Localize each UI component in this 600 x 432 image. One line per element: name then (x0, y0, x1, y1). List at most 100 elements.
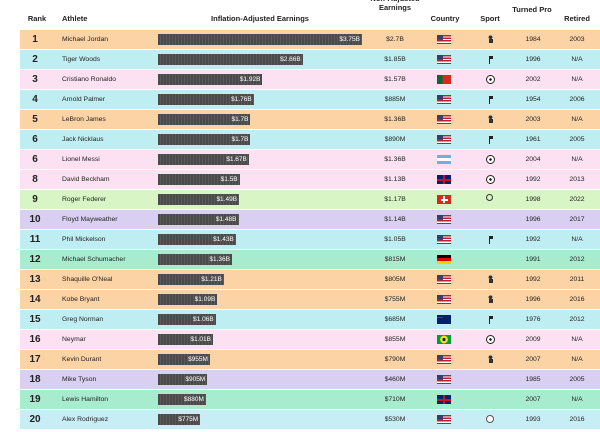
earnings-label: $775M (178, 416, 199, 423)
table-row: 16 Neymar $1.01B $855M 2009 N/A (20, 330, 600, 349)
table-row: 19 Lewis Hamilton $880M $710M 2007 N/A (20, 390, 600, 409)
non-adjusted-earnings: $685M (384, 316, 406, 323)
sport-icon (486, 415, 494, 423)
earnings-bar: $1.92B (158, 74, 263, 85)
turned-pro: 2009 (525, 336, 541, 343)
retired: 2011 (569, 276, 585, 283)
turned-pro: 2003 (525, 116, 541, 123)
earnings-bar: $2.66B (158, 54, 303, 65)
athlete-name: Cristiano Ronaldo (62, 76, 117, 83)
country-flag (437, 75, 451, 84)
table-row: 6 Lionel Messi $1.67B $1.36B 2004 N/A (20, 150, 600, 169)
turned-pro: 2007 (525, 356, 541, 363)
non-adjusted-earnings: $790M (384, 356, 406, 363)
sport-icon (486, 355, 495, 364)
earnings-label: $1.7B (231, 136, 249, 143)
country-flag (437, 135, 451, 144)
sport-icon (486, 95, 495, 104)
country-flag (437, 375, 451, 384)
turned-pro: 1996 (525, 216, 541, 223)
country-flag (437, 315, 451, 324)
rank: 17 (29, 354, 41, 365)
non-adjusted-earnings: $755M (384, 296, 406, 303)
turned-pro: 1985 (525, 376, 541, 383)
retired: 2012 (569, 316, 585, 323)
athlete-name: Michael Schumacher (62, 256, 126, 263)
athlete-name: Lionel Messi (62, 156, 100, 163)
rank: 10 (29, 214, 41, 225)
non-adjusted-earnings: $1.85B (384, 56, 406, 63)
retired: 2017 (569, 216, 585, 223)
earnings-label: $1.48B (215, 216, 237, 223)
non-adjusted-earnings: $2.7B (386, 36, 404, 43)
turned-pro: 1976 (525, 316, 541, 323)
retired: 2012 (569, 256, 585, 263)
earnings-bar: $1.36B (158, 254, 232, 265)
rank: 12 (29, 254, 41, 265)
country-flag (437, 295, 451, 304)
earnings-bar: $1.09B (158, 294, 218, 305)
turned-pro: 1996 (525, 56, 541, 63)
earnings-label: $1.92B (239, 76, 261, 83)
earnings-bar: $1.01B (158, 334, 213, 345)
earnings-label: $905M (185, 376, 206, 383)
turned-pro: 1998 (525, 196, 541, 203)
turned-pro: 1991 (525, 256, 541, 263)
retired: 2013 (569, 176, 585, 183)
table-row: 4 Arnold Palmer $1.76B $885M 1954 2006 (20, 90, 600, 109)
athlete-name: Jack Nicklaus (62, 136, 104, 143)
turned-pro: 2002 (525, 76, 541, 83)
non-adjusted-earnings: $885M (384, 96, 406, 103)
country-flag (437, 275, 451, 284)
retired: N/A (571, 356, 583, 363)
rank: 9 (32, 194, 38, 205)
earnings-bar: $1.7B (158, 114, 251, 125)
turned-pro: 1954 (525, 96, 541, 103)
athlete-name: Shaquille O'Neal (62, 276, 113, 283)
sport-icon (486, 295, 495, 304)
earnings-label: $955M (188, 356, 208, 363)
athlete-name: Mike Tyson (62, 376, 97, 383)
table-row: 15 Greg Norman $1.06B $685M 1976 2012 (20, 310, 600, 329)
retired: N/A (571, 56, 583, 63)
earnings-label: $1.06B (193, 316, 214, 323)
rank: 20 (29, 414, 41, 425)
retired: N/A (571, 76, 583, 83)
sport-icon (486, 155, 495, 164)
non-adjusted-earnings: $530M (384, 416, 406, 423)
sport-icon (486, 35, 495, 44)
country-flag (437, 95, 451, 104)
athlete-name: David Beckham (62, 176, 110, 183)
table-row: 8 David Beckham $1.5B $1.13B 1992 2013 (20, 170, 600, 189)
rank: 1 (32, 34, 38, 45)
retired: N/A (571, 116, 583, 123)
country-flag (437, 115, 451, 124)
country-flag (437, 415, 451, 424)
sport-icon (486, 275, 495, 284)
rank: 19 (29, 394, 41, 405)
country-flag (437, 355, 451, 364)
earnings-label: $1.67B (226, 156, 247, 163)
athlete-name: Alex Rodriguez (62, 416, 109, 423)
rank: 16 (29, 334, 41, 345)
non-adjusted-earnings: $1.14B (384, 216, 406, 223)
country-flag (437, 255, 451, 264)
earnings-label: $1.49B (216, 196, 238, 203)
earnings-label: $1.43B (213, 236, 234, 243)
sport-icon (486, 115, 495, 124)
rank: 15 (29, 314, 41, 325)
earnings-bar: $955M (158, 354, 210, 365)
non-adjusted-earnings: $1.57B (384, 76, 406, 83)
athlete-name: LeBron James (62, 116, 106, 123)
non-adjusted-earnings: $805M (384, 276, 406, 283)
earnings-label: $1.7B (231, 116, 249, 123)
non-adjusted-earnings: $1.36B (384, 156, 406, 163)
earnings-label: $1.21B (201, 276, 222, 283)
earnings-bar: $1.76B (158, 94, 254, 105)
earnings-label: $880M (183, 396, 204, 403)
non-adjusted-earnings: $1.36B (384, 116, 406, 123)
earnings-bar: $3.75B (158, 34, 362, 45)
rank: 8 (32, 174, 38, 185)
earnings-bar: $1.21B (158, 274, 224, 285)
